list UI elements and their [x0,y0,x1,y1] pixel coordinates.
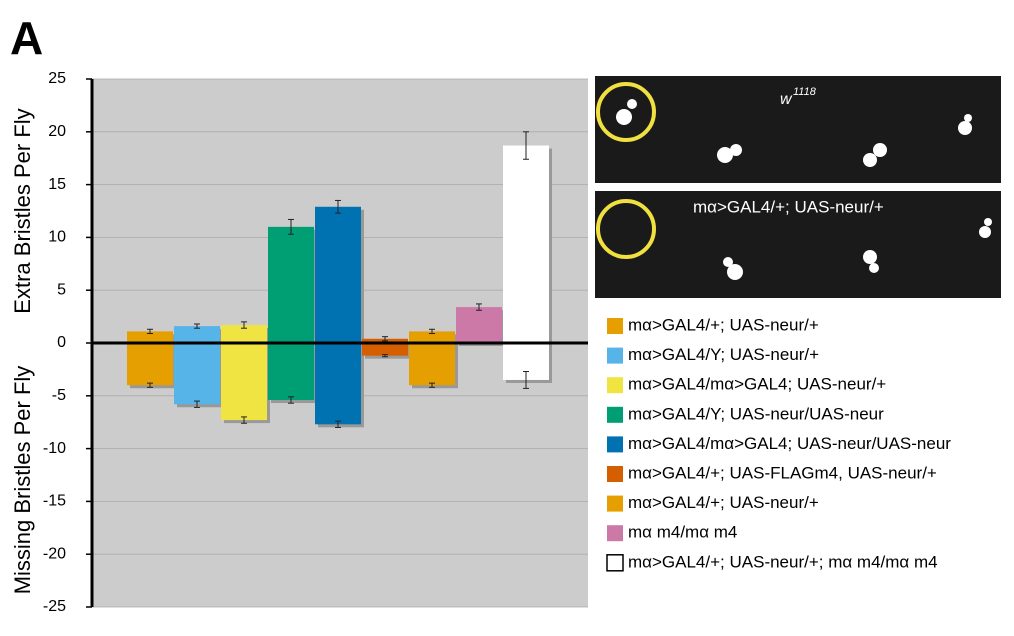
y-tick-label: 5 [57,281,66,298]
y-tick-label: 25 [48,70,66,87]
bar [221,343,267,420]
y-label-bottom: Missing Bristles Per Fly [10,366,35,595]
panel-label: A [10,12,43,64]
legend-swatch [607,436,623,452]
micrograph-2: mα>GAL4/+; UAS-neur/+ [595,191,1001,298]
y-tick-label: 0 [57,334,66,351]
bar [456,307,502,343]
bar [174,343,220,404]
legend-swatch [607,318,623,334]
legend-label: mα>GAL4/Y; UAS-neur/+ [628,345,819,364]
legend-label: mα>GAL4/+; UAS-neur/+ [628,315,819,334]
legend-swatch [607,466,623,482]
legend-label: mα>GAL4/mα>GAL4; UAS-neur/+ [628,375,886,394]
legend-label: mα>GAL4/Y; UAS-neur/UAS-neur [628,404,884,423]
legend-swatch [607,555,623,571]
legend-label: mα>GAL4/+; UAS-neur/+; mα m4/mα m4 [628,552,938,571]
bar [315,343,361,424]
legend-swatch [607,377,623,393]
micrograph-1: w 1118 [595,76,1001,183]
y-tick-label: -5 [52,387,66,404]
y-tick-label: -10 [43,440,66,457]
legend-swatch [607,496,623,512]
legend-label: mα m4/mα m4 [628,523,737,542]
y-tick-label: -15 [43,493,66,510]
bar [315,207,361,343]
bar [409,343,455,385]
legend-label: mα>GAL4/+; UAS-FLAGm4, UAS-neur/+ [628,463,937,482]
y-tick-label: 10 [48,229,66,246]
image-label: mα>GAL4/+; UAS-neur/+ [693,197,884,216]
image-label: w [780,91,793,108]
y-tick-label: -20 [43,545,66,562]
legend-swatch [607,525,623,541]
bar [127,343,173,385]
bar [268,343,314,400]
bar [268,227,314,343]
y-tick-label: 15 [48,176,66,193]
legend-swatch [607,407,623,423]
y-tick-label: -25 [43,598,66,615]
y-tick-label: 20 [48,123,66,140]
image-label-sup: 1118 [793,86,817,98]
bar [362,343,408,356]
legend-label: mα>GAL4/+; UAS-neur/+ [628,493,819,512]
bar [503,146,549,343]
figure: A Extra Bristles Per Fly Missing Bristle… [0,0,1014,631]
legend-label: mα>GAL4/mα>GAL4; UAS-neur/UAS-neur [628,434,951,453]
legend-swatch [607,348,623,364]
y-label-top: Extra Bristles Per Fly [10,108,35,313]
